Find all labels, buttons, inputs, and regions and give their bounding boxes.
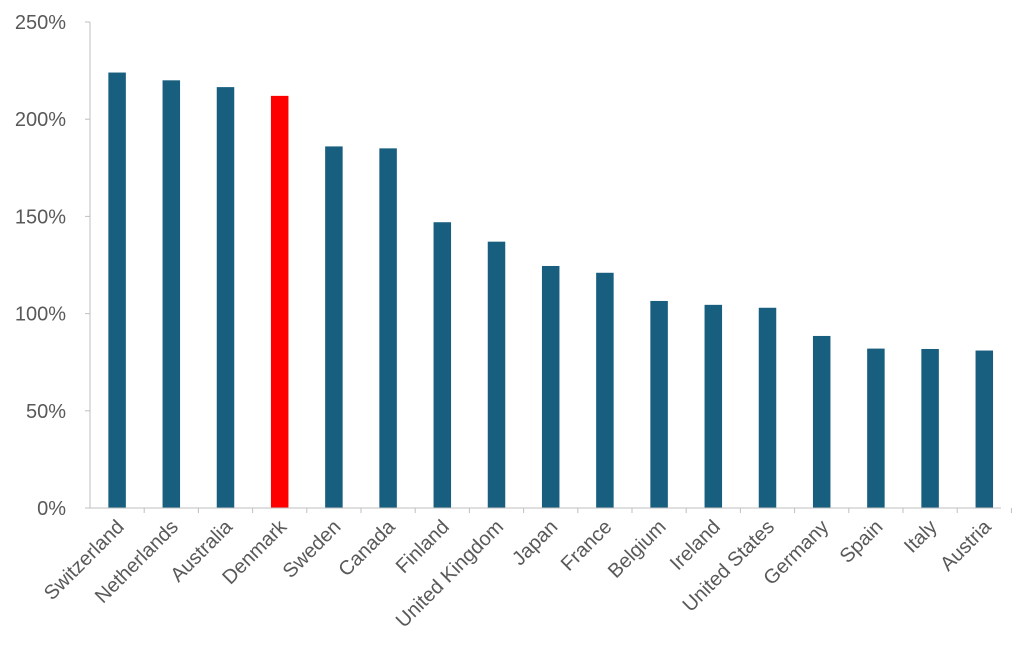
bar-sweden <box>325 146 343 508</box>
y-tick-label: 0% <box>37 498 66 520</box>
bar-united-states <box>758 307 777 508</box>
bar-denmark <box>270 95 289 508</box>
bar-belgium <box>650 300 668 508</box>
bars <box>108 72 994 509</box>
y-axis: 0% 50% 100% 150% 200% 250% <box>15 12 91 520</box>
y-tick-label: 150% <box>15 206 66 228</box>
x-tick-label: Canada <box>335 515 401 581</box>
bar-australia <box>216 87 235 509</box>
x-axis: SwitzerlandNetherlandsAustraliaDenmarkSw… <box>40 507 1012 632</box>
x-tick-label: Spain <box>836 516 888 568</box>
bar-finland <box>433 222 452 508</box>
y-tick-label: 250% <box>15 12 66 34</box>
bar-canada <box>379 148 397 509</box>
bar-italy <box>921 348 939 508</box>
bar-switzerland <box>108 72 126 508</box>
x-tick-label: Japan <box>508 516 562 570</box>
bar-spain <box>867 348 885 508</box>
y-tick-label: 50% <box>26 401 66 423</box>
bar-ireland <box>704 304 723 508</box>
bar-france <box>596 272 614 508</box>
bar-germany <box>812 335 831 508</box>
y-tick-label: 200% <box>15 109 66 131</box>
bar-austria <box>975 350 994 508</box>
x-tick-label: Italy <box>900 516 941 557</box>
bar-united-kingdom <box>487 241 506 508</box>
x-tick-label: Austria <box>936 515 996 575</box>
bar-japan <box>541 265 560 508</box>
x-tick-label: Belgium <box>604 516 671 583</box>
y-tick-label: 100% <box>15 304 66 326</box>
bar-netherlands <box>162 80 181 508</box>
x-tick-label: Sweden <box>279 516 346 583</box>
